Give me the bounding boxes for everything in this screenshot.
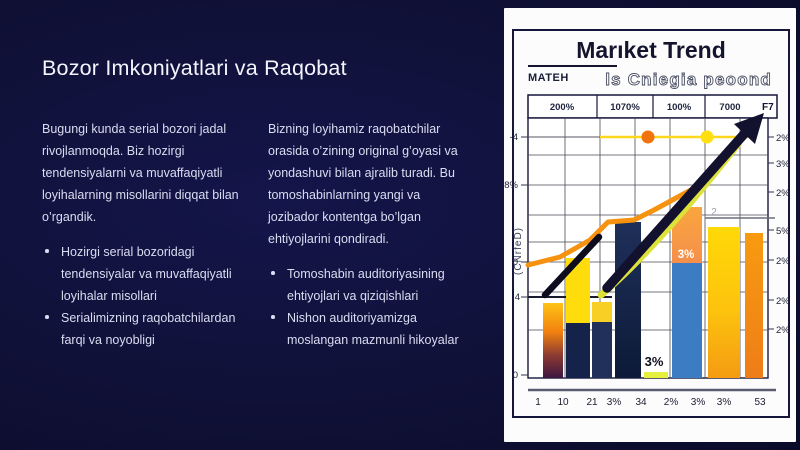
- column-1: Bugungi kunda serial bozori jadal rivojl…: [42, 118, 239, 351]
- y-tick-label: 2%: [776, 133, 790, 144]
- text-columns: Bugungi kunda serial bozori jadal rivojl…: [42, 118, 474, 351]
- bar-8: [745, 233, 763, 378]
- bar-3-bottom: [592, 322, 612, 378]
- header-cell: 7000: [719, 102, 740, 113]
- x-tick-label: 3%: [607, 397, 622, 408]
- header-badge: F7: [762, 102, 774, 113]
- bars: [543, 207, 763, 378]
- navy-arrow-head: [734, 113, 764, 144]
- y-tick-label: -4: [510, 132, 518, 143]
- paragraph: Bizning loyihamiz raqobatchilar orasida …: [268, 122, 458, 246]
- header-cell: 100%: [667, 102, 692, 113]
- x-tick-label: 53: [754, 397, 766, 408]
- paragraph: Bugungi kunda serial bozori jadal rivojl…: [42, 122, 239, 224]
- y-axis-right: 2% 3% 2% 5% 2% 2% 2%: [768, 133, 790, 336]
- annotation-small: 2: [711, 207, 717, 218]
- y-tick-label: 2%: [776, 188, 790, 199]
- card-border: [512, 29, 790, 418]
- y-tick-label: 4: [515, 292, 520, 303]
- y-axis-left: -4 8% 0 4 0 (CNrfeD): [504, 132, 528, 381]
- y-tick-label: 2%: [776, 256, 790, 267]
- bullet-list: Tomoshabin auditoriyasining ehtiyojlari …: [268, 263, 474, 351]
- header-cell: 200%: [550, 102, 575, 113]
- navy-arrow-shaft: [602, 128, 750, 293]
- column-2: Bizning loyihamiz raqobatchilar orasida …: [268, 118, 474, 351]
- y-tick-label: 0: [513, 370, 518, 381]
- y-tick-label: 0: [513, 257, 518, 268]
- slide-text-panel: Bozor Imkoniyatlari va Raqobat Bugungi k…: [42, 56, 474, 351]
- y-tick-label: 5%: [776, 226, 790, 237]
- y-tick-label: 2%: [776, 325, 790, 336]
- orange-dot-marker: [641, 130, 655, 144]
- annotation-gap: 3%: [645, 354, 664, 369]
- x-tick-label: 3%: [691, 397, 706, 408]
- black-trend-segment: [541, 233, 603, 299]
- market-trend-chart: Marıket Trend MATEH ls Cniegia peoond 20…: [504, 29, 790, 418]
- bar-7: [708, 227, 740, 378]
- x-tick-label: 34: [635, 397, 647, 408]
- list-item: Serialimizning raqobatchilardan farqi va…: [44, 307, 239, 351]
- y-tick-label: 8%: [504, 180, 518, 191]
- bar-6-bottom: [672, 263, 702, 378]
- x-tick-label: 10: [557, 397, 569, 408]
- x-tick-label: 2%: [664, 397, 679, 408]
- header-cell: 1070%: [610, 102, 640, 113]
- x-tick-label: 21: [586, 397, 598, 408]
- annotation-bar: 3%: [678, 249, 695, 261]
- y-axis-title: (CNrfeD): [513, 227, 524, 275]
- chart-title: Marıket Trend: [576, 37, 726, 63]
- chart-card: Marıket Trend MATEH ls Cniegia peoond 20…: [504, 8, 796, 442]
- y-tick-label: 2%: [776, 296, 790, 307]
- chart-left-label: MATEH: [528, 72, 569, 84]
- bar-3-cap: [592, 302, 612, 322]
- y-tick-label: 3%: [776, 159, 790, 170]
- bar-4: [615, 222, 641, 378]
- x-axis: 1 10 21 3% 34 2% 3% 3% 53: [535, 397, 766, 408]
- list-item: Tomoshabin auditoriyasining ehtiyojlari …: [270, 263, 474, 307]
- x-tick-label: 1: [535, 397, 541, 408]
- list-item: Hozirgi serial bozoridagi tendensiyalar …: [44, 241, 239, 307]
- x-tick-label: 3%: [717, 397, 732, 408]
- bullet-list: Hozirgi serial bozoridagi tendensiyalar …: [42, 241, 239, 351]
- list-item: Nishon auditoriyamizga moslangan mazmunl…: [270, 307, 474, 351]
- yellow-dot-marker: [700, 130, 714, 144]
- bar-2-bottom: [566, 323, 590, 378]
- page-title: Bozor Imkoniyatlari va Raqobat: [42, 56, 347, 80]
- chart-subtitle: ls Cniegia peoond: [605, 70, 772, 89]
- bar-1: [543, 303, 563, 378]
- orange-trend-line: [525, 182, 703, 268]
- bar-5-strip: [644, 372, 668, 378]
